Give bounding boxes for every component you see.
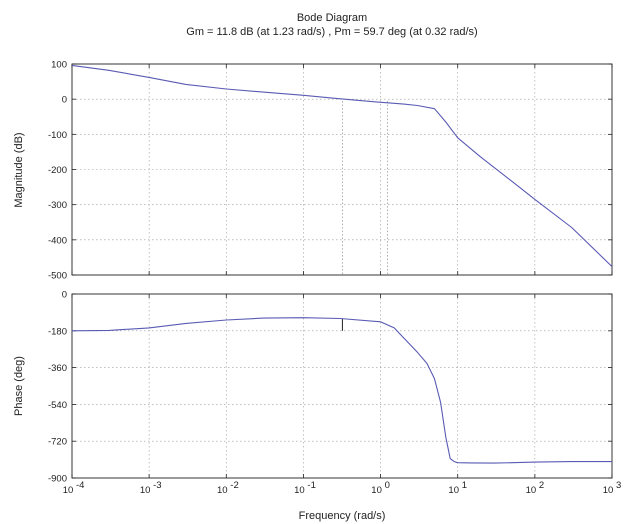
phase-ytick-label: -900 <box>48 474 67 485</box>
phase-xtick-exponent: -3 <box>153 480 161 491</box>
phase-xtick-label: 10 <box>63 485 74 496</box>
phase-xtick-label: 10 <box>140 485 151 496</box>
magnitude-ytick-label: -300 <box>48 200 67 211</box>
phase-xtick-exponent: 2 <box>539 480 544 491</box>
phase-xtick-exponent: 3 <box>616 480 621 491</box>
frequency-xlabel: Frequency (rad/s) <box>299 510 386 522</box>
phase-xtick-exponent: -1 <box>307 480 315 491</box>
phase-ytick-label: -180 <box>48 326 67 337</box>
magnitude-ylabel: Magnitude (dB) <box>13 132 25 207</box>
phase-ylabel: Phase (deg) <box>13 356 25 416</box>
phase-xtick-label: 10 <box>217 485 228 496</box>
magnitude-curve <box>71 64 613 267</box>
magnitude-ytick-label: 100 <box>51 60 67 71</box>
phase-xtick-label: 10 <box>448 485 459 496</box>
chart-subtitle: Gm = 11.8 dB (at 1.23 rad/s) , Pm = 59.7… <box>186 26 477 38</box>
magnitude-ytick-label: -200 <box>48 165 67 176</box>
phase-xtick-exponent: -2 <box>230 480 238 491</box>
magnitude-ytick-label: 0 <box>62 95 67 106</box>
phase-axes-frame <box>71 293 613 479</box>
phase-xtick-label: 10 <box>526 485 537 496</box>
phase-xtick-label: 10 <box>294 485 305 496</box>
phase-ytick-label: 0 <box>62 290 67 301</box>
phase-ytick-label: -720 <box>48 437 67 448</box>
phase-xtick-exponent: 0 <box>385 480 390 491</box>
phase-xtick-label: 10 <box>371 485 382 496</box>
magnitude-ytick-label: -400 <box>48 235 67 246</box>
magnitude-grid <box>72 64 612 275</box>
phase-ytick-label: -360 <box>48 363 67 374</box>
phase-xtick-exponent: 1 <box>462 480 467 491</box>
magnitude-ticks: 100 0 -100 -200 -300 -400 -500 <box>48 60 613 282</box>
phase-curve <box>71 317 612 464</box>
chart-title: Bode Diagram <box>297 12 367 24</box>
phase-xtick-exponent: -4 <box>76 480 84 491</box>
magnitude-ytick-label: -100 <box>48 130 67 141</box>
magnitude-plot: 100 0 -100 -200 -300 -400 -500 Magnitude (dB) <box>13 60 613 282</box>
gain-margin-annotations <box>342 101 388 275</box>
phase-xtick-label: 10 <box>603 485 614 496</box>
phase-grid <box>72 294 612 478</box>
phase-ytick-label: -540 <box>48 400 67 411</box>
magnitude-ytick-label: -500 <box>48 271 67 282</box>
